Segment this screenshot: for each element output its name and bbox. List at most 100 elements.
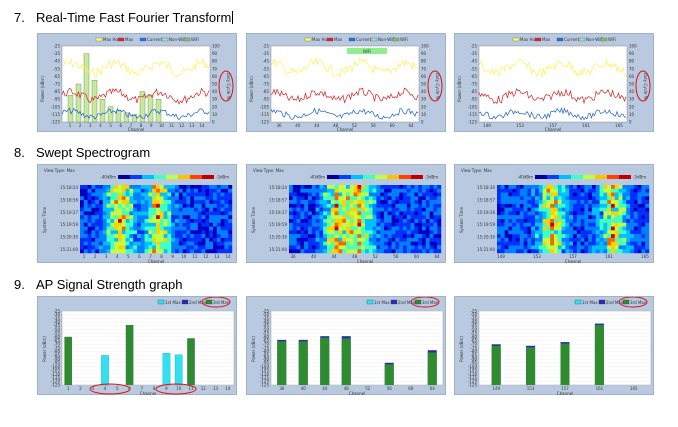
- heatmap-cell: [645, 219, 650, 223]
- heatmap-cell: [557, 200, 562, 205]
- heatmap-cell: [519, 234, 524, 239]
- heatmap-cell: [437, 188, 442, 193]
- annotation-circle: [89, 383, 131, 395]
- heatmap-cell: [323, 207, 328, 212]
- heatmap-cell: [330, 196, 335, 201]
- heatmap-cell: [300, 192, 305, 197]
- heatmap-cell: [205, 192, 210, 197]
- heatmap-cell: [121, 215, 126, 220]
- heatmap-cell: [83, 211, 88, 216]
- heatmap-cell: [376, 207, 381, 212]
- heatmap-cell: [429, 222, 434, 227]
- heatmap-cell: [414, 185, 419, 189]
- heatmap-cell: [645, 222, 650, 227]
- heatmap-cell: [391, 211, 396, 216]
- y-tick-label: -65: [53, 338, 60, 343]
- heatmap-cell: [368, 207, 373, 212]
- heatmap-cell: [102, 234, 107, 239]
- heatmap-cell: [338, 196, 343, 201]
- bar-3rd-max: [384, 364, 394, 385]
- heatmap-cell: [403, 192, 407, 197]
- heatmap-cell: [538, 207, 543, 212]
- heatmap-cell: [186, 196, 191, 201]
- heatmap-cell: [220, 226, 225, 231]
- x-tick-label: 52: [365, 386, 371, 391]
- heatmap-cell: [133, 245, 138, 250]
- heatmap-cell: [209, 207, 214, 212]
- heatmap-cell: [422, 200, 426, 205]
- heatmap-cell: [531, 234, 536, 239]
- color-scale-segment: [190, 175, 202, 179]
- heatmap-cell: [152, 188, 157, 193]
- spectrogram-svg-2: View Type: Max-40dBm -5dBm15:18:2415:18:5…: [251, 168, 442, 264]
- heatmap-cell: [512, 230, 517, 235]
- heatmap-cell: [315, 207, 320, 212]
- heatmap-cell: [380, 249, 385, 254]
- heatmap-cell: [137, 230, 141, 235]
- heatmap-cell: [133, 219, 138, 223]
- heatmap-cell: [561, 230, 566, 235]
- heatmap-cell: [197, 241, 202, 246]
- heatmap-cell: [125, 222, 130, 227]
- heatmap-cell: [300, 222, 305, 227]
- heatmap-cell: [611, 219, 615, 223]
- heatmap-cell: [201, 226, 206, 231]
- heatmap-cell: [569, 222, 574, 227]
- heatmap-cell: [611, 234, 615, 239]
- heatmap-cell: [519, 230, 524, 235]
- heatmap-cell: [565, 196, 570, 201]
- heatmap-cell: [542, 234, 547, 239]
- time-tick-label: 15:19:59: [477, 222, 495, 227]
- heatmap-cell: [531, 211, 536, 216]
- heatmap-cell: [125, 200, 130, 205]
- heatmap-cell: [357, 219, 362, 223]
- x-tick-label: 9: [165, 386, 168, 391]
- heatmap-cell: [403, 234, 407, 239]
- heatmap-cell: [304, 211, 309, 216]
- heatmap-cell: [641, 219, 646, 223]
- x-tick-label: 161: [596, 386, 604, 391]
- heatmap-cell: [137, 245, 141, 250]
- heatmap-cell: [607, 222, 612, 227]
- heatmap-cell: [519, 188, 524, 193]
- heatmap-cell: [410, 234, 415, 239]
- heatmap-cell: [414, 188, 419, 193]
- heatmap-cell: [106, 230, 111, 235]
- heatmap-cell: [156, 192, 160, 197]
- heatmap-cell: [220, 230, 225, 235]
- heatmap-cell: [121, 211, 126, 216]
- heatmap-cell: [182, 249, 187, 254]
- heatmap-cell: [300, 230, 305, 235]
- heatmap-cell: [224, 185, 229, 189]
- heatmap-cell: [304, 234, 309, 239]
- heatmap-cell: [497, 188, 501, 193]
- heatmap-cell: [538, 237, 543, 242]
- heatmap-cell: [365, 222, 369, 227]
- heatmap-cell: [319, 203, 324, 208]
- heatmap-cell: [406, 245, 411, 250]
- heatmap-cell: [384, 211, 388, 216]
- heatmap-cell: [91, 203, 96, 208]
- heatmap-cell: [330, 237, 335, 242]
- heatmap-cell: [292, 192, 297, 197]
- y-tick-label: -95: [262, 360, 269, 365]
- heatmap-cell: [603, 196, 608, 201]
- heatmap-cell: [353, 188, 358, 193]
- heatmap-cell: [603, 241, 608, 246]
- heatmap-cell: [190, 203, 195, 208]
- heatmap-cell: [304, 207, 309, 212]
- heatmap-cell: [500, 230, 505, 235]
- heatmap-cell: [114, 196, 119, 201]
- heatmap-cell: [535, 192, 539, 197]
- heatmap-cell: [330, 226, 335, 231]
- heatmap-cell: [182, 237, 187, 242]
- heatmap-cell: [504, 211, 509, 216]
- heatmap-cell: [300, 211, 305, 216]
- heatmap-cell: [527, 203, 532, 208]
- heatmap-cell: [437, 230, 442, 235]
- heatmap-cell: [391, 237, 396, 242]
- heatmap-cell: [137, 234, 141, 239]
- y-tick-label: -55: [53, 66, 60, 71]
- color-scale-segment: [118, 175, 130, 179]
- heatmap-cell: [175, 234, 179, 239]
